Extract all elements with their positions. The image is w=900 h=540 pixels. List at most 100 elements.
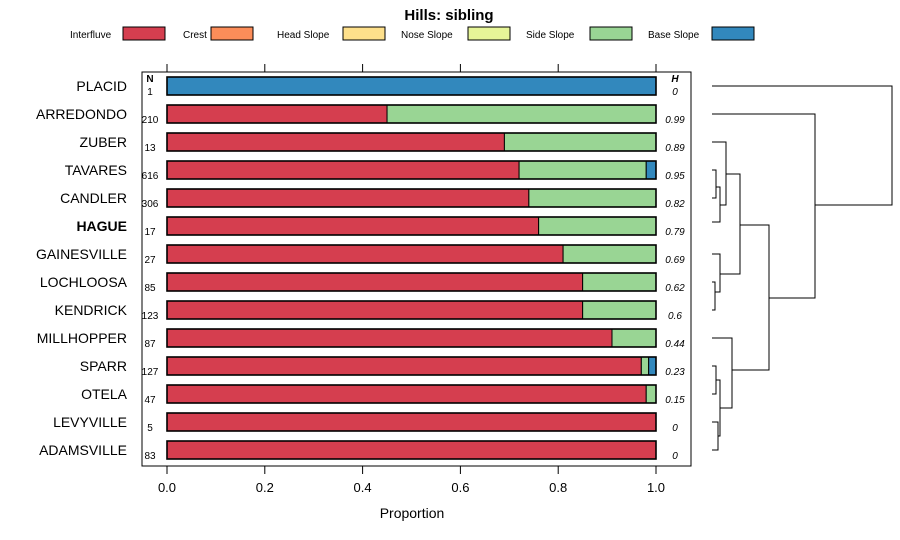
bar-kendrick-side-slope [582,300,657,320]
bar-outline-placid [166,76,657,96]
x-tick-label-0: 0.0 [158,480,176,495]
bar-otela-side-slope [645,384,657,404]
n-value-zuber: 13 [144,143,156,154]
bar-levyville-interfluve [166,412,657,432]
h-value-adamsville: 0 [672,451,678,462]
category-label-otela: OTELA [81,386,128,402]
category-label-lochloosa: LOCHLOOSA [40,274,128,290]
bar-arredondo-interfluve [166,104,388,124]
bar-outline-otela [166,384,657,404]
top-axis-ticks [166,64,657,72]
x-tick-label-2: 0.4 [354,480,372,495]
bar-zuber-side-slope [503,132,657,152]
legend-label-head-slope: Head Slope [277,30,330,41]
n-value-candler: 306 [142,199,159,210]
h-value-millhopper: 0.44 [665,339,685,350]
legend-swatch-interfluve [122,26,166,41]
bar-outline-lochloosa [166,272,657,292]
bar-kendrick-interfluve [166,300,584,320]
legend-label-nose-slope: Nose Slope [401,30,453,41]
x-axis-label: Proportion [380,505,445,521]
n-value-arredondo: 210 [142,115,159,126]
bar-outline-candler [166,188,657,208]
h-labels: H 0 0.99 0.89 0.95 0.82 0.79 0.69 0.62 0.6 0.44 0.2… [665,74,685,462]
legend-label-base-slope: Base Slope [648,30,700,41]
bar-outline-arredondo [166,104,657,124]
legend-swatch-side-slope [589,26,633,41]
bar-outline-kendrick [166,300,657,320]
h-value-kendrick: 0.6 [668,311,682,322]
bar-gainesville-interfluve [166,244,564,264]
bar-outline-zuber [166,132,657,152]
x-tick-label-4: 0.8 [549,480,567,495]
category-label-placid: PLACID [76,78,127,94]
n-value-sparr: 127 [142,367,159,378]
n-value-tavares: 616 [142,171,159,182]
legend-swatch-base-slope [711,26,755,41]
bar-outline-adamsville [166,440,657,460]
n-value-millhopper: 87 [144,339,156,350]
legend-label-interfluve: Interfluve [70,30,112,41]
h-value-placid: 0 [672,87,678,98]
h-header: H [671,74,679,85]
h-value-zuber: 0.89 [665,143,685,154]
bar-outline-sparr [166,356,657,376]
dendrogram-branches [712,85,893,451]
legend-swatch-crest [210,26,254,41]
bar-outline-millhopper [166,328,657,348]
bar-tavares-side-slope [518,160,647,180]
x-tick-label-5: 1.0 [647,480,665,495]
h-value-levyville: 0 [672,423,678,434]
category-label-kendrick: KENDRICK [55,302,128,318]
legend-swatch-head-slope [342,26,386,41]
category-label-zuber: ZUBER [80,134,127,150]
legend: Interfluve Crest Head Slope Nose Slope Side … [70,26,755,41]
bar-candler-interfluve [166,188,530,208]
category-label-millhopper: MILLHOPPER [37,330,127,346]
bar-tavares-base-slope [645,160,657,180]
x-tick-label-1: 0.2 [256,480,274,495]
bar-gainesville-side-slope [562,244,657,264]
legend-label-side-slope: Side Slope [526,30,575,41]
category-label-gainesville: GAINESVILLE [36,246,127,262]
bar-outline-hague [166,216,657,236]
bar-adamsville-interfluve [166,440,657,460]
chart-title: Hills: sibling [404,7,493,24]
bar-candler-side-slope [528,188,657,208]
n-value-gainesville: 27 [144,255,156,266]
x-axis: 0.0 0.2 0.4 0.6 0.8 1.0 [158,466,665,495]
n-labels: N 1 210 13 616 306 17 27 85 123 87 127 47 5 83 [142,74,159,462]
n-value-placid: 1 [147,87,153,98]
bar-tavares-interfluve [166,160,520,180]
category-label-sparr: SPARR [80,358,127,374]
bar-lochloosa-interfluve [166,272,584,292]
n-value-lochloosa: 85 [144,283,156,294]
dendrogram [712,85,893,451]
bar-outline-levyville [166,412,657,432]
bar-millhopper-side-slope [611,328,657,348]
h-value-sparr: 0.23 [665,367,685,378]
n-value-levyville: 5 [147,423,153,434]
category-label-levyville: LEVYVILLE [53,414,127,430]
h-value-arredondo: 0.99 [665,115,685,126]
plot-frame [141,71,692,467]
category-label-arredondo: ARREDONDO [36,106,127,122]
bar-outline-gainesville [166,244,657,264]
n-value-kendrick: 123 [142,311,159,322]
category-label-candler: CANDLER [60,190,127,206]
bars [166,76,657,460]
bar-sparr-interfluve [166,356,642,376]
bar-lochloosa-side-slope [582,272,657,292]
h-value-candler: 0.82 [665,199,685,210]
n-value-otela: 47 [144,395,156,406]
h-value-tavares: 0.95 [665,171,685,182]
h-value-otela: 0.15 [665,395,685,406]
h-value-hague: 0.79 [665,227,685,238]
category-label-tavares: TAVARES [65,162,127,178]
legend-label-crest: Crest [183,30,207,41]
x-tick-label-3: 0.6 [451,480,469,495]
n-value-adamsville: 83 [144,451,156,462]
bar-hague-side-slope [538,216,657,236]
